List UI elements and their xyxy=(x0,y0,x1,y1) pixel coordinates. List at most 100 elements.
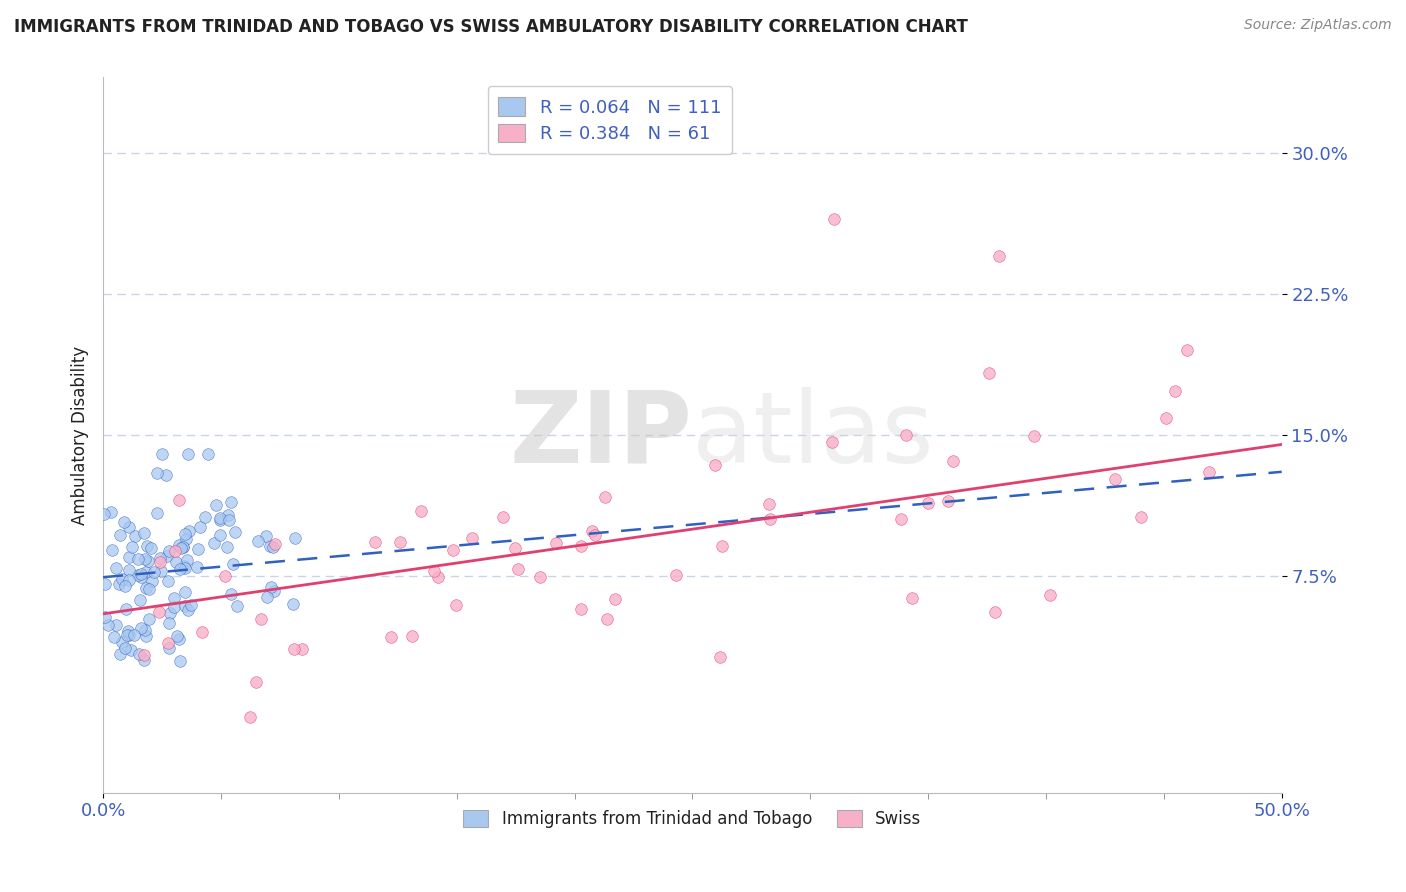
Point xyxy=(134,623,156,637)
Text: atlas: atlas xyxy=(692,386,934,483)
Point xyxy=(163,599,186,614)
Point xyxy=(134,581,156,595)
Point xyxy=(546,536,568,550)
Point xyxy=(129,567,152,582)
Point xyxy=(503,541,526,556)
Point xyxy=(593,490,616,504)
Point xyxy=(446,598,468,612)
Point xyxy=(938,493,960,508)
Point xyxy=(218,513,240,527)
Point xyxy=(186,560,208,574)
Point xyxy=(103,630,125,644)
Point xyxy=(1177,343,1199,358)
Point xyxy=(603,591,626,606)
Point xyxy=(118,573,141,587)
Point xyxy=(172,540,194,554)
Point xyxy=(108,648,131,662)
Point xyxy=(176,447,198,461)
Point xyxy=(283,641,305,656)
Point xyxy=(97,617,120,632)
Point xyxy=(174,561,197,575)
Point xyxy=(174,526,197,541)
Point xyxy=(890,512,912,526)
Point xyxy=(224,524,246,539)
Point xyxy=(173,559,195,574)
Point xyxy=(176,533,198,547)
Point xyxy=(821,435,844,450)
Point xyxy=(115,628,138,642)
Point xyxy=(134,565,156,579)
Point xyxy=(529,570,551,584)
Point xyxy=(129,593,152,607)
Point xyxy=(114,602,136,616)
Point xyxy=(249,613,271,627)
Point xyxy=(157,543,180,558)
Point xyxy=(128,647,150,661)
Point xyxy=(180,598,202,612)
Point xyxy=(139,541,162,556)
Point xyxy=(134,526,156,541)
Point xyxy=(187,541,209,556)
Point xyxy=(111,572,134,586)
Point xyxy=(134,552,156,566)
Point xyxy=(127,551,149,566)
Point xyxy=(146,506,169,520)
Point xyxy=(129,621,152,635)
Point xyxy=(202,536,225,550)
Point xyxy=(156,549,179,563)
Point xyxy=(461,531,484,545)
Point xyxy=(209,513,232,527)
Point xyxy=(157,574,180,588)
Point xyxy=(93,507,115,521)
Point xyxy=(166,629,188,643)
Point xyxy=(214,569,236,583)
Point xyxy=(156,636,179,650)
Point xyxy=(135,629,157,643)
Point xyxy=(260,580,283,594)
Point xyxy=(155,468,177,483)
Point xyxy=(219,587,242,601)
Point xyxy=(167,632,190,646)
Point xyxy=(121,540,143,554)
Point xyxy=(127,568,149,582)
Point xyxy=(259,540,281,554)
Point xyxy=(176,552,198,566)
Point xyxy=(149,555,172,569)
Point xyxy=(942,454,965,468)
Point xyxy=(209,527,232,541)
Point xyxy=(1024,429,1046,443)
Point xyxy=(169,541,191,556)
Point xyxy=(569,539,592,553)
Point xyxy=(101,542,124,557)
Point xyxy=(138,611,160,625)
Point xyxy=(284,532,307,546)
Point xyxy=(364,535,387,549)
Point xyxy=(152,447,174,461)
Point xyxy=(177,524,200,538)
Point xyxy=(157,641,180,656)
Point xyxy=(205,498,228,512)
Point xyxy=(124,529,146,543)
Point xyxy=(105,561,128,575)
Point xyxy=(291,642,314,657)
Point xyxy=(569,601,592,615)
Point xyxy=(120,643,142,657)
Point xyxy=(1156,410,1178,425)
Point xyxy=(194,510,217,524)
Point xyxy=(117,624,139,639)
Point xyxy=(245,675,267,690)
Text: IMMIGRANTS FROM TRINIDAD AND TOBAGO VS SWISS AMBULATORY DISABILITY CORRELATION C: IMMIGRANTS FROM TRINIDAD AND TOBAGO VS S… xyxy=(14,18,967,36)
Point xyxy=(172,541,194,555)
Point xyxy=(1039,588,1062,602)
Point xyxy=(148,605,170,619)
Point xyxy=(262,540,284,554)
Point xyxy=(823,211,845,226)
Point xyxy=(423,564,446,578)
Point xyxy=(263,583,285,598)
Point xyxy=(917,495,939,509)
Point xyxy=(894,428,917,442)
Point xyxy=(665,568,688,582)
Point xyxy=(118,519,141,533)
Point xyxy=(159,607,181,621)
Point xyxy=(118,550,141,565)
